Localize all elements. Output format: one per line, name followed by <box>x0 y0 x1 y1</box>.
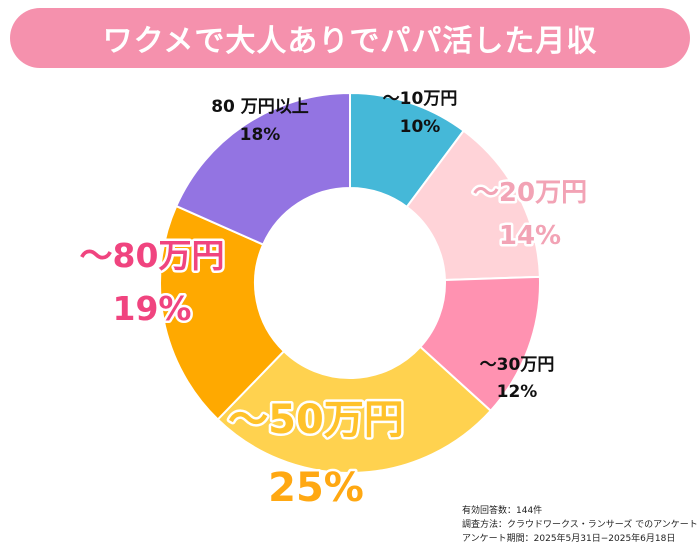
footnote-period: アンケート期間：2025年5月31日−2025年6月18日 <box>462 534 676 544</box>
donut-slice <box>174 91 351 246</box>
slice-category-label: 80 万円以上 <box>211 97 309 117</box>
slice-labels: 〜10万円 10% 〜20万円 14% 〜30万円 12% 〜50万円 25% 〜80万円 19%… <box>77 89 590 514</box>
footnote-responses: 有効回答数：144件 <box>462 506 543 516</box>
donut-slice <box>216 345 493 474</box>
slice-percent-label: 19% <box>113 289 192 328</box>
donut-slice <box>159 204 286 421</box>
slice-percent-label: 18% <box>240 125 281 145</box>
title-banner: ワクメで大人ありでパパ活した月収 <box>10 8 690 68</box>
slice-percent-label: 10% <box>400 117 441 137</box>
slice-category-label: 〜10万円 <box>383 89 458 109</box>
slice-category-label: 〜50万円 <box>228 397 404 443</box>
slice-percent-label: 25% <box>268 465 364 511</box>
survey-footnote: 有効回答数：144件 調査方法：クラウドワークス・ランサーズ でのアンケート ア… <box>462 504 698 546</box>
chart-title: ワクメで大人ありでパパ活した月収 <box>102 24 598 59</box>
slice-category-label: 〜20万円 <box>473 178 587 208</box>
footnote-method: 調査方法：クラウドワークス・ランサーズ でのアンケート <box>462 520 698 530</box>
slice-category-label: 〜80万円 <box>80 236 225 275</box>
donut-slices <box>159 91 541 474</box>
slice-percent-label: 12% <box>497 382 538 402</box>
slice-percent-label: 14% <box>499 221 561 251</box>
slice-category-label: 〜30万円 <box>480 355 555 375</box>
